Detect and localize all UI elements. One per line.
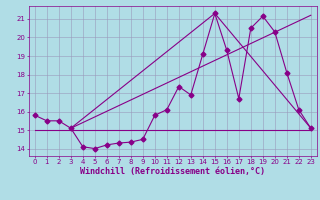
X-axis label: Windchill (Refroidissement éolien,°C): Windchill (Refroidissement éolien,°C) — [80, 167, 265, 176]
